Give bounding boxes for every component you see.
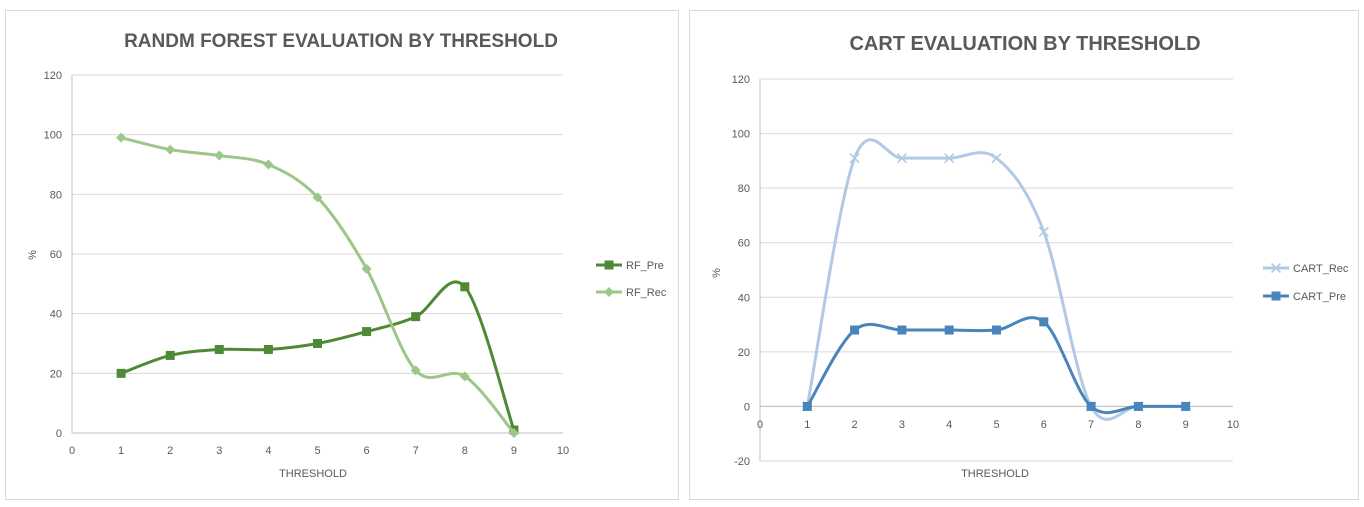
legend-label: CART_Rec bbox=[1293, 263, 1349, 275]
CART_Pre-point-0 bbox=[802, 401, 812, 411]
legend-label: CART_Pre bbox=[1293, 291, 1346, 303]
legend-item: CART_Rec bbox=[1263, 262, 1349, 275]
cart-chart-panel: CART EVALUATION BY THRESHOLD THRESHOLD %… bbox=[689, 10, 1359, 500]
RF_Rec-point-8 bbox=[508, 428, 519, 438]
CART_Pre-point-2 bbox=[897, 325, 907, 335]
x-tick-label: 0 bbox=[69, 445, 75, 457]
y-tick-label: 60 bbox=[738, 238, 750, 250]
RF_Rec-point-3 bbox=[263, 159, 274, 170]
RF_Pre-point-1 bbox=[165, 350, 175, 360]
RF_Pre-point-4 bbox=[313, 339, 322, 348]
CART_Rec-series bbox=[802, 138, 1191, 421]
x-tick-label: 3 bbox=[216, 445, 222, 457]
RF_Pre-point-6 bbox=[411, 312, 421, 322]
CART_Pre-legend-point-marker bbox=[1271, 291, 1281, 301]
CART_Pre-point-8 bbox=[1181, 401, 1191, 411]
y-axis-title: % bbox=[27, 250, 39, 260]
cart-chart: CART EVALUATION BY THRESHOLD THRESHOLD %… bbox=[711, 33, 1349, 480]
y-tick-label: 120 bbox=[732, 74, 750, 86]
y-tick-label: 100 bbox=[44, 130, 62, 142]
CART_Pre-point-4 bbox=[992, 325, 1001, 335]
x-axis-title: THRESHOLD bbox=[961, 468, 1029, 480]
RF_Pre-point-2 bbox=[214, 344, 224, 354]
CART_Rec-legend-point-marker bbox=[1270, 262, 1282, 274]
RF_Rec-point-0 bbox=[116, 132, 127, 143]
y-tick-label: 40 bbox=[738, 292, 750, 304]
CART_Pre-point-3 bbox=[944, 325, 954, 335]
rf-chart-panel: RANDM FOREST EVALUATION BY THRESHOLD THR… bbox=[5, 10, 679, 500]
RF_Pre-series bbox=[116, 280, 519, 435]
RF_Pre-point-3 bbox=[263, 344, 273, 354]
RF_Pre-legend-point-marker bbox=[604, 260, 614, 270]
x-tick-label: 9 bbox=[511, 445, 517, 457]
y-tick-label: 20 bbox=[50, 368, 62, 380]
legend-item: CART_Pre bbox=[1263, 291, 1346, 303]
CART_Pre-point-6 bbox=[1086, 401, 1096, 411]
x-tick-label: 6 bbox=[364, 445, 370, 457]
x-tick-label: 6 bbox=[1041, 419, 1047, 431]
y-tick-label: 80 bbox=[738, 183, 750, 195]
x-tick-label: 5 bbox=[314, 445, 320, 457]
RF_Rec-point-7 bbox=[459, 371, 470, 382]
RF_Rec-series bbox=[116, 132, 519, 438]
CART_Rec-line bbox=[805, 138, 1186, 421]
RF_Pre-point-7 bbox=[460, 282, 470, 292]
y-tick-label: 40 bbox=[50, 309, 62, 321]
y-tick-label: 60 bbox=[50, 249, 62, 261]
x-tick-label: 2 bbox=[852, 419, 858, 431]
RF_Pre-line bbox=[120, 280, 516, 431]
x-tick-label: 7 bbox=[1088, 419, 1094, 431]
y-axis-title: % bbox=[711, 268, 723, 278]
x-tick-label: 7 bbox=[413, 445, 419, 457]
y-tick-label: 20 bbox=[738, 347, 750, 359]
CART_Pre-point-1 bbox=[850, 325, 860, 335]
x-tick-label: 8 bbox=[462, 445, 468, 457]
x-tick-label: 1 bbox=[804, 419, 810, 431]
RF_Rec-point-1 bbox=[165, 144, 176, 155]
x-tick-label: 5 bbox=[993, 419, 999, 431]
y-tick-label: 0 bbox=[56, 428, 62, 440]
RF_Rec-line bbox=[120, 136, 516, 434]
CART_Rec-point-2 bbox=[896, 153, 907, 164]
RF_Rec-point-5 bbox=[361, 263, 372, 274]
x-axis-title: THRESHOLD bbox=[279, 468, 347, 480]
x-tick-label: 4 bbox=[265, 445, 271, 457]
chart-title: RANDM FOREST EVALUATION BY THRESHOLD bbox=[124, 31, 558, 52]
x-tick-label: 2 bbox=[167, 445, 173, 457]
CART_Pre-point-7 bbox=[1133, 401, 1143, 411]
x-tick-label: 3 bbox=[899, 419, 905, 431]
legend-label: RF_Pre bbox=[626, 260, 664, 272]
RF_Rec-point-4 bbox=[312, 192, 323, 203]
RF_Pre-point-0 bbox=[116, 368, 126, 378]
CART_Rec-point-1 bbox=[849, 153, 860, 164]
y-tick-label: -20 bbox=[734, 456, 750, 468]
RF_Rec-legend-point-marker bbox=[604, 287, 614, 297]
CART_Rec-point-3 bbox=[944, 153, 955, 164]
y-tick-label: 0 bbox=[744, 401, 750, 413]
legend-item: RF_Rec bbox=[596, 287, 667, 299]
x-tick-label: 1 bbox=[118, 445, 124, 457]
rf-chart: RANDM FOREST EVALUATION BY THRESHOLD THR… bbox=[27, 31, 667, 480]
x-tick-label: 10 bbox=[1227, 419, 1239, 431]
x-tick-label: 9 bbox=[1183, 419, 1189, 431]
chart-title: CART EVALUATION BY THRESHOLD bbox=[849, 33, 1200, 55]
RF_Rec-point-6 bbox=[410, 365, 421, 376]
y-tick-label: 100 bbox=[732, 129, 750, 141]
x-tick-label: 0 bbox=[757, 419, 763, 431]
y-tick-label: 80 bbox=[50, 189, 62, 201]
y-tick-label: 120 bbox=[44, 70, 62, 82]
legend-item: RF_Pre bbox=[596, 260, 664, 272]
CART_Pre-series bbox=[802, 316, 1191, 415]
legend-label: RF_Rec bbox=[626, 287, 667, 299]
RF_Pre-point-5 bbox=[362, 327, 372, 337]
CART_Rec-point-5 bbox=[1038, 226, 1049, 237]
CART_Pre-point-5 bbox=[1039, 317, 1049, 327]
x-tick-label: 4 bbox=[946, 419, 952, 431]
x-tick-label: 10 bbox=[557, 445, 569, 457]
RF_Rec-point-2 bbox=[214, 150, 225, 161]
CART_Rec-point-4 bbox=[991, 153, 1002, 164]
x-tick-label: 8 bbox=[1135, 419, 1141, 431]
